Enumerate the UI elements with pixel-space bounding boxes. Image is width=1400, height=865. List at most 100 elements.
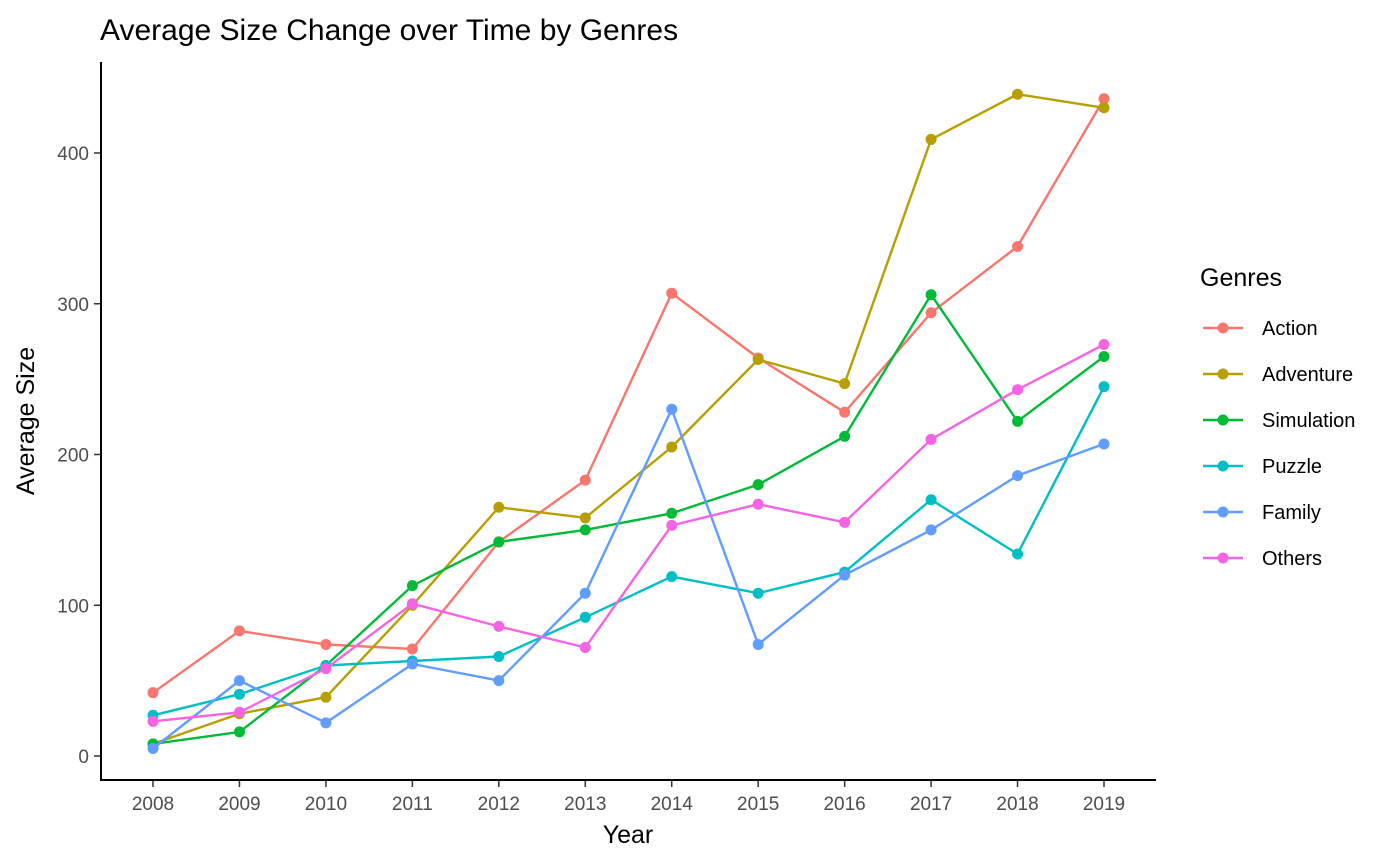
data-point-adventure — [666, 441, 678, 453]
x-tick-label: 2011 — [392, 794, 433, 815]
data-point-family — [1012, 470, 1024, 482]
data-point-simulation — [925, 289, 937, 301]
data-point-simulation — [1012, 415, 1024, 427]
data-point-others — [147, 715, 159, 727]
legend-item-others: Others — [1203, 548, 1322, 570]
data-point-adventure — [320, 691, 332, 703]
data-point-others — [233, 706, 245, 718]
data-point-simulation — [1098, 351, 1110, 363]
data-point-others — [666, 519, 678, 531]
y-tick-label: 300 — [57, 295, 89, 316]
series-family — [147, 403, 1110, 754]
series-simulation — [147, 289, 1110, 750]
data-point-family — [1098, 438, 1110, 450]
data-point-puzzle — [925, 494, 937, 506]
x-tick-label: 2012 — [478, 794, 520, 815]
x-tick-label: 2018 — [996, 794, 1038, 815]
data-point-puzzle — [666, 571, 678, 583]
x-tick-label: 2013 — [564, 794, 606, 815]
data-point-adventure — [925, 133, 937, 145]
series-line-puzzle — [152, 386, 1106, 717]
x-tick-label: 2014 — [651, 794, 694, 815]
data-point-others — [1012, 384, 1024, 396]
data-point-family — [579, 587, 591, 599]
legend-item-family: Family — [1203, 502, 1321, 524]
data-point-action — [579, 474, 591, 486]
legend-label: Adventure — [1262, 364, 1353, 386]
legend-item-puzzle: Puzzle — [1203, 456, 1322, 478]
y-axis-ticks: 0 100 200 300 400 — [57, 144, 101, 768]
legend-key-point — [1217, 460, 1229, 472]
series-others — [147, 338, 1110, 727]
data-point-family — [925, 524, 937, 536]
x-tick-label: 2015 — [737, 794, 779, 815]
data-point-family — [147, 742, 159, 754]
data-point-others — [839, 516, 851, 528]
data-point-action — [233, 625, 245, 637]
data-point-adventure — [839, 378, 851, 390]
series-line-adventure — [152, 92, 1105, 746]
x-tick-label: 2016 — [823, 794, 865, 815]
data-point-family — [233, 675, 245, 687]
y-axis-title: Average Size — [12, 347, 40, 495]
legend-label: Others — [1262, 548, 1322, 570]
legend-items: Action Adventure Simulation Puzzle Family Oth… — [1203, 318, 1355, 570]
legend-key-point — [1217, 322, 1229, 334]
legend-label: Puzzle — [1262, 456, 1322, 478]
data-point-family — [839, 569, 851, 581]
data-point-family — [320, 717, 332, 729]
data-point-action — [320, 638, 332, 650]
legend-label: Family — [1262, 502, 1321, 524]
legend: Genres Action Adventure Simulation Puzzle Fa… — [1200, 264, 1355, 570]
x-axis-title: Year — [603, 821, 654, 849]
data-point-puzzle — [1098, 381, 1110, 393]
legend-label: Action — [1262, 318, 1318, 340]
series-layer — [147, 88, 1110, 754]
data-point-others — [1098, 338, 1110, 350]
data-point-others — [320, 663, 332, 675]
data-point-puzzle — [579, 611, 591, 623]
data-point-puzzle — [752, 587, 764, 599]
data-point-action — [406, 643, 418, 655]
y-tick-label: 0 — [78, 747, 89, 768]
data-point-action — [839, 406, 851, 418]
data-point-action — [666, 287, 678, 299]
data-point-others — [925, 433, 937, 445]
data-point-others — [579, 641, 591, 653]
y-tick-label: 400 — [57, 144, 89, 165]
chart-title: Average Size Change over Time by Genres — [100, 14, 678, 47]
data-point-simulation — [752, 479, 764, 491]
data-point-puzzle — [493, 651, 505, 663]
legend-key-point — [1217, 368, 1229, 380]
series-line-action — [152, 98, 1106, 694]
data-point-simulation — [839, 430, 851, 442]
data-point-action — [925, 307, 937, 319]
data-point-simulation — [233, 726, 245, 738]
data-point-action — [1098, 93, 1110, 105]
x-tick-label: 2019 — [1083, 794, 1125, 815]
x-tick-label: 2008 — [132, 794, 174, 815]
data-point-adventure — [752, 354, 764, 366]
legend-item-adventure: Adventure — [1203, 364, 1353, 386]
x-tick-label: 2017 — [910, 794, 952, 815]
series-line-family — [152, 408, 1105, 750]
data-point-family — [752, 638, 764, 650]
data-point-simulation — [493, 536, 505, 548]
y-tick-label: 100 — [57, 596, 89, 617]
data-point-others — [493, 620, 505, 632]
data-point-others — [406, 598, 418, 610]
data-point-simulation — [579, 524, 591, 536]
series-action — [147, 93, 1110, 699]
legend-item-simulation: Simulation — [1203, 410, 1355, 432]
series-line-others — [152, 343, 1105, 723]
data-point-family — [493, 675, 505, 687]
data-point-adventure — [493, 501, 505, 513]
legend-key-point — [1217, 414, 1229, 426]
data-point-simulation — [406, 580, 418, 592]
x-tick-label: 2009 — [218, 794, 260, 815]
data-point-simulation — [666, 507, 678, 519]
legend-key-point — [1217, 552, 1229, 564]
data-point-action — [147, 687, 159, 699]
data-point-adventure — [579, 512, 591, 524]
